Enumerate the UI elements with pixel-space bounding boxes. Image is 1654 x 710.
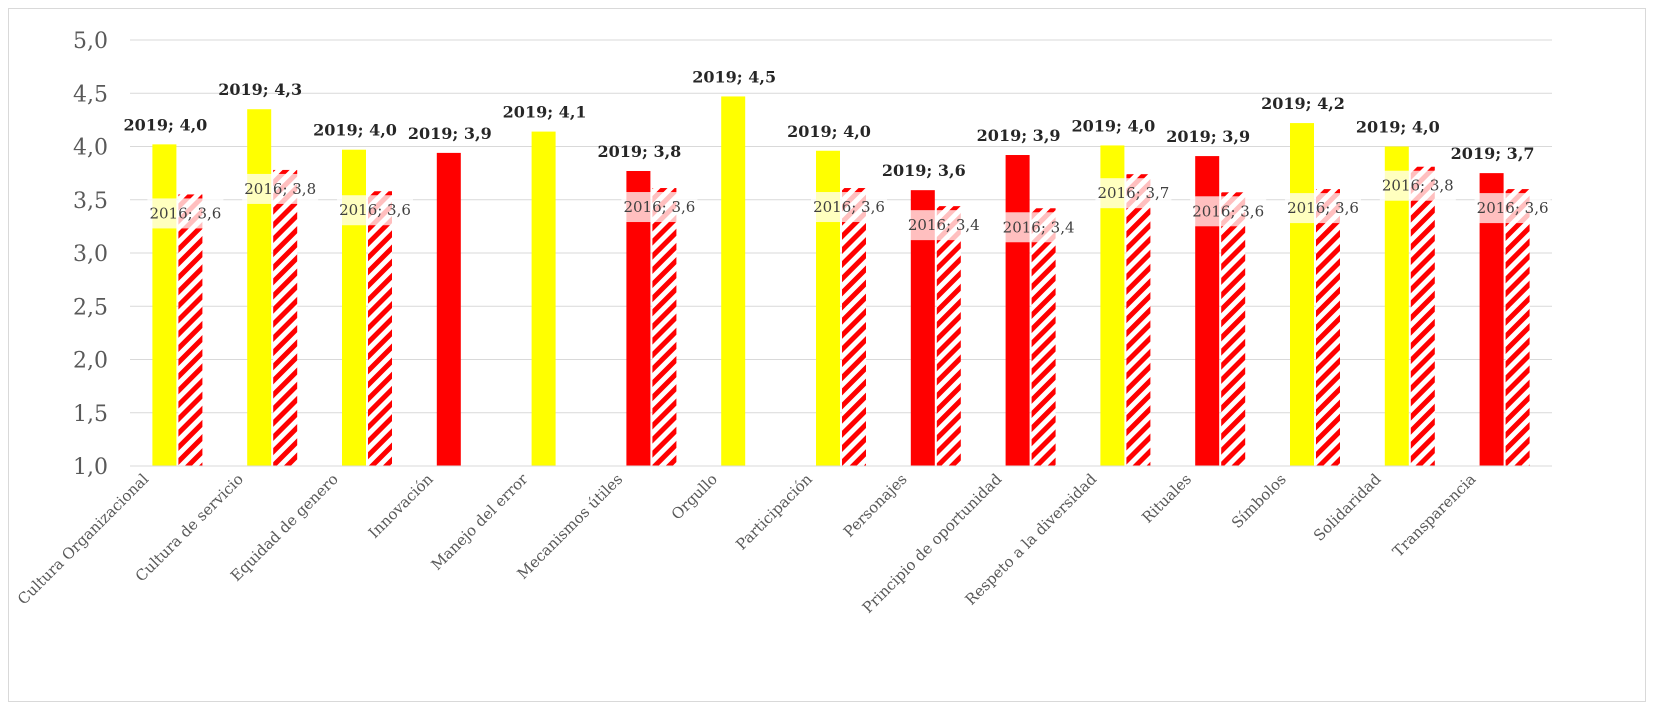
bar-2016 xyxy=(178,194,203,467)
bar-2016 xyxy=(273,169,298,466)
x-category-label: Orgullo xyxy=(668,470,721,523)
y-tick-label: 2,5 xyxy=(73,295,108,320)
bars xyxy=(152,96,1530,467)
x-category-label: Cultura Organizacional xyxy=(14,470,152,608)
bar-2019 xyxy=(1005,155,1030,466)
data-label-2019: 2019; 4,5 xyxy=(692,67,776,86)
data-label-2019: 2019; 4,0 xyxy=(787,122,871,141)
data-label-2016-bg xyxy=(905,210,982,241)
data-label-2019: 2019; 3,6 xyxy=(882,161,966,180)
data-label-2016: 2016; 3,4 xyxy=(908,216,980,234)
data-label-2016-bg xyxy=(1474,193,1551,224)
data-label-2016-bg xyxy=(811,192,887,223)
bar-2019 xyxy=(152,144,177,466)
data-label-2016-bg xyxy=(1000,212,1077,243)
data-label-2019: 2019; 3,8 xyxy=(597,142,681,161)
data-label-2019: 2019; 3,9 xyxy=(977,126,1061,145)
bar-2016 xyxy=(652,188,677,466)
data-label-2016: 2016; 3,6 xyxy=(1192,202,1264,220)
data-label-2019: 2019; 3,9 xyxy=(408,124,492,143)
data-label-2019: 2019; 4,3 xyxy=(218,80,302,99)
bar-2019 xyxy=(531,131,556,466)
x-category-label: Innovación xyxy=(365,470,437,542)
bar-2016 xyxy=(368,191,392,467)
x-category-label: Símbolos xyxy=(1228,470,1290,532)
data-label-2019: 2019; 3,9 xyxy=(1166,127,1250,146)
data-label-2016: 2016; 3,6 xyxy=(339,201,411,219)
bar-2016 xyxy=(1221,192,1246,467)
x-category-label: Solidaridad xyxy=(1310,470,1385,545)
data-label-2016: 2016; 3,6 xyxy=(149,204,221,222)
bar-2016 xyxy=(936,206,961,466)
data-label-2016: 2016; 3,8 xyxy=(244,180,316,198)
bar-2016 xyxy=(1410,166,1435,467)
data-label-2016-bg xyxy=(621,192,698,223)
x-category-label: Mecanismos útiles xyxy=(514,470,627,583)
y-tick-label: 2,0 xyxy=(73,349,108,374)
data-label-2019: 2019; 4,0 xyxy=(1071,116,1155,135)
data-label-2019: 2019; 4,1 xyxy=(503,103,587,122)
data-label-2019: 2019; 4,0 xyxy=(313,121,397,140)
bar-2016 xyxy=(1126,174,1151,466)
x-category-label: Transparencia xyxy=(1389,470,1479,560)
data-label-2016-bg xyxy=(147,198,224,229)
y-tick-label: 3,0 xyxy=(73,242,108,267)
y-tick-label: 4,5 xyxy=(73,82,108,107)
data-label-2016-bg xyxy=(242,173,319,204)
data-label-2016: 2016; 3,8 xyxy=(1382,177,1454,195)
data-label-2016: 2016; 3,4 xyxy=(1003,218,1075,236)
data-label-2016-bg xyxy=(337,195,413,226)
bar-2019 xyxy=(436,152,461,466)
data-label-2016-bg xyxy=(1285,193,1361,224)
bar-2019 xyxy=(247,109,272,466)
bar-2016 xyxy=(842,188,866,466)
x-category-label: Rituales xyxy=(1138,470,1195,527)
data-label-2016: 2016; 3,7 xyxy=(1097,184,1169,202)
y-axis: 1,0 1,5 2,0 2,5 3,0 3,5 4,0 4,5 5,0 xyxy=(73,29,108,480)
data-label-2019: 2019; 3,7 xyxy=(1451,144,1535,163)
x-category-label: Manejo del error xyxy=(428,470,532,574)
bar-2019 xyxy=(721,96,746,466)
data-label-2016-bg xyxy=(1190,196,1267,227)
data-label-2019: 2019; 4,0 xyxy=(1356,118,1440,137)
data-label-2019: 2019; 4,2 xyxy=(1261,94,1345,113)
y-tick-label: 1,0 xyxy=(73,455,108,480)
data-label-2016-bg xyxy=(1379,170,1456,201)
x-category-label: Participación xyxy=(732,470,816,554)
y-tick-label: 1,5 xyxy=(73,402,108,427)
data-label-2016: 2016; 3,6 xyxy=(1477,199,1549,217)
y-tick-label: 5,0 xyxy=(73,29,108,54)
x-category-label: Personajes xyxy=(840,470,911,541)
x-category-label: Equidad de genero xyxy=(227,470,342,585)
bar-2016 xyxy=(1031,208,1056,466)
data-labels: 2019; 4,0 2016; 3,6 2019; 4,3 2016; 3,8 2019… xyxy=(123,67,1551,243)
data-label-2016: 2016; 3,6 xyxy=(623,198,695,216)
data-label-2016: 2016; 3,6 xyxy=(1287,199,1359,217)
data-label-2016-bg xyxy=(1095,178,1172,209)
y-tick-label: 4,0 xyxy=(73,136,108,161)
y-tick-label: 3,5 xyxy=(73,189,108,214)
data-label-2016: 2016; 3,6 xyxy=(813,198,885,216)
bar-2016 xyxy=(1505,189,1530,466)
bar-2019 xyxy=(1290,123,1314,466)
bar-2016 xyxy=(1316,189,1340,466)
data-label-2019: 2019; 4,0 xyxy=(123,115,207,134)
